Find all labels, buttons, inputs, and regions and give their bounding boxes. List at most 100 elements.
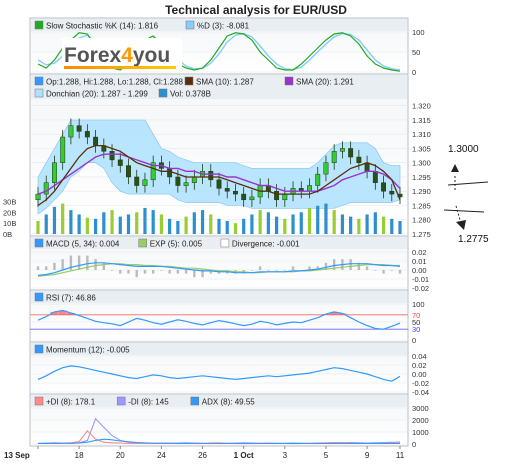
candle-body — [224, 188, 230, 192]
volume-bar — [77, 214, 81, 234]
stochastic-legend-bar — [31, 19, 407, 31]
volume-bar — [200, 210, 205, 234]
candle-body — [68, 125, 74, 138]
chart-panels: 100 50 0 Slow Stochastic %K (14): 1.816 %D (… — [3, 17, 431, 449]
volume-bar — [102, 212, 106, 234]
candle-body — [126, 165, 131, 178]
macd-tick-label: 0.00 — [412, 266, 427, 275]
sma10-line — [37, 144, 401, 207]
rsi-tick-label: 100 — [412, 300, 425, 309]
candle-body — [134, 176, 140, 186]
macd-divergence-bar — [193, 270, 196, 278]
candle-body — [52, 162, 57, 183]
candle-body — [389, 190, 395, 195]
volume-bar — [398, 220, 402, 234]
volume-bar — [373, 212, 377, 234]
volume-bar — [209, 214, 213, 234]
momentum-tick-label: 0.04 — [412, 352, 427, 361]
rsi-tick-label: 50 — [412, 318, 420, 327]
macd-divergence-bar — [36, 266, 40, 270]
macd-divergence-bar — [250, 270, 254, 271]
x-tick-label: 9 — [365, 451, 370, 460]
price-legend-swatch — [284, 76, 294, 86]
macd-divergence-bar — [77, 255, 81, 270]
macd-line — [37, 262, 401, 276]
volume-bar — [233, 223, 238, 234]
volume-bar — [143, 207, 147, 234]
macd-divergence-bar — [45, 266, 48, 270]
adx-panel: 3000 2000 1000 0 +DI (8): 178.1 -DI (8): 145 A… — [29, 393, 429, 449]
macd-divergence-bar — [291, 266, 295, 270]
macd-divergence-bar — [374, 270, 377, 271]
annotation-upper-line — [447, 181, 489, 186]
candle-body — [175, 176, 181, 186]
rsi-legend-swatch-0 — [34, 292, 44, 302]
x-tick-label: 26 — [198, 451, 207, 460]
macd-divergence-bar — [332, 259, 336, 270]
volume-bar — [381, 216, 386, 234]
x-tick-label: 13 Sep — [4, 451, 30, 460]
volume-bar — [258, 210, 262, 234]
momentum-tick-label: -0.04 — [412, 388, 429, 397]
price-tick-label: 1.315 — [412, 116, 431, 125]
candle-body — [249, 196, 255, 201]
macd-divergence-bar — [102, 262, 106, 270]
volume-bar — [110, 210, 114, 234]
adx-legend-label-2: ADX (8): 49.55 — [202, 398, 255, 407]
rsi-overbought-fill — [58, 310, 67, 315]
macd-divergence-bar — [201, 270, 204, 278]
candle-body — [76, 125, 82, 132]
volume-bar — [225, 220, 229, 234]
macd-divergence-bar — [316, 266, 319, 270]
volume-bar — [340, 214, 345, 234]
candle-body — [356, 156, 362, 163]
stochastic-legend-label-1: %D (3): -8.081 — [197, 22, 250, 31]
annotation-lower-line — [443, 209, 485, 213]
volume-tick-label: 20B — [3, 208, 16, 217]
volume-bar — [192, 212, 196, 234]
annotation-lower: 1.2775 — [443, 205, 489, 245]
macd-divergence-bar — [184, 270, 188, 274]
candle-body — [60, 136, 66, 163]
macd-divergence-bar — [143, 270, 147, 274]
candle-body — [381, 182, 386, 192]
volume-bar — [250, 214, 254, 234]
rsi-line — [37, 309, 401, 330]
logo-text-digit: 4 — [121, 44, 133, 67]
candle-body — [208, 171, 214, 181]
price-legend-swatch — [34, 76, 44, 86]
stochastic-tick-label: 50 — [412, 48, 420, 57]
volume-bar — [365, 214, 369, 234]
candle-body — [109, 151, 115, 161]
arrow-down-icon — [456, 220, 466, 230]
macd-legend-label-1: EXP (5): 0.005 — [150, 240, 203, 249]
candle-body — [307, 185, 312, 192]
x-tick-label: 24 — [157, 451, 166, 460]
candle-body — [183, 182, 189, 186]
arrow-up-icon — [451, 164, 459, 172]
macd-legend-bar — [31, 237, 407, 249]
macd-legend-label-0: MACD (5, 34): 0.004 — [46, 240, 120, 249]
candle-body — [339, 148, 345, 152]
volume-bar — [316, 205, 320, 234]
volume-bar — [357, 218, 361, 234]
rsi-guide-30-label: 30 — [412, 325, 420, 334]
macd-divergence-bar — [135, 270, 138, 278]
macd-divergence-bar — [390, 270, 393, 271]
macd-divergence-bar — [127, 270, 130, 274]
x-tick-label: 1 Oct — [234, 451, 254, 460]
price-legend-label: Vol: 0.378B — [170, 90, 211, 99]
price-tick-label: 1.320 — [412, 102, 431, 111]
price-legend-bar — [31, 75, 407, 99]
rsi-overbought-fill — [66, 313, 75, 315]
x-tick-label: 3 — [283, 451, 288, 460]
rsi-guide-70-label: 70 — [412, 311, 420, 320]
macd-divergence-bar — [398, 270, 402, 274]
macd-tick-label: -0.01 — [412, 275, 429, 284]
candle-body — [348, 148, 354, 158]
volume-bar — [176, 220, 180, 234]
x-tick-label: 18 — [75, 451, 84, 460]
volume-bar — [44, 214, 48, 234]
candle-body — [35, 193, 41, 201]
